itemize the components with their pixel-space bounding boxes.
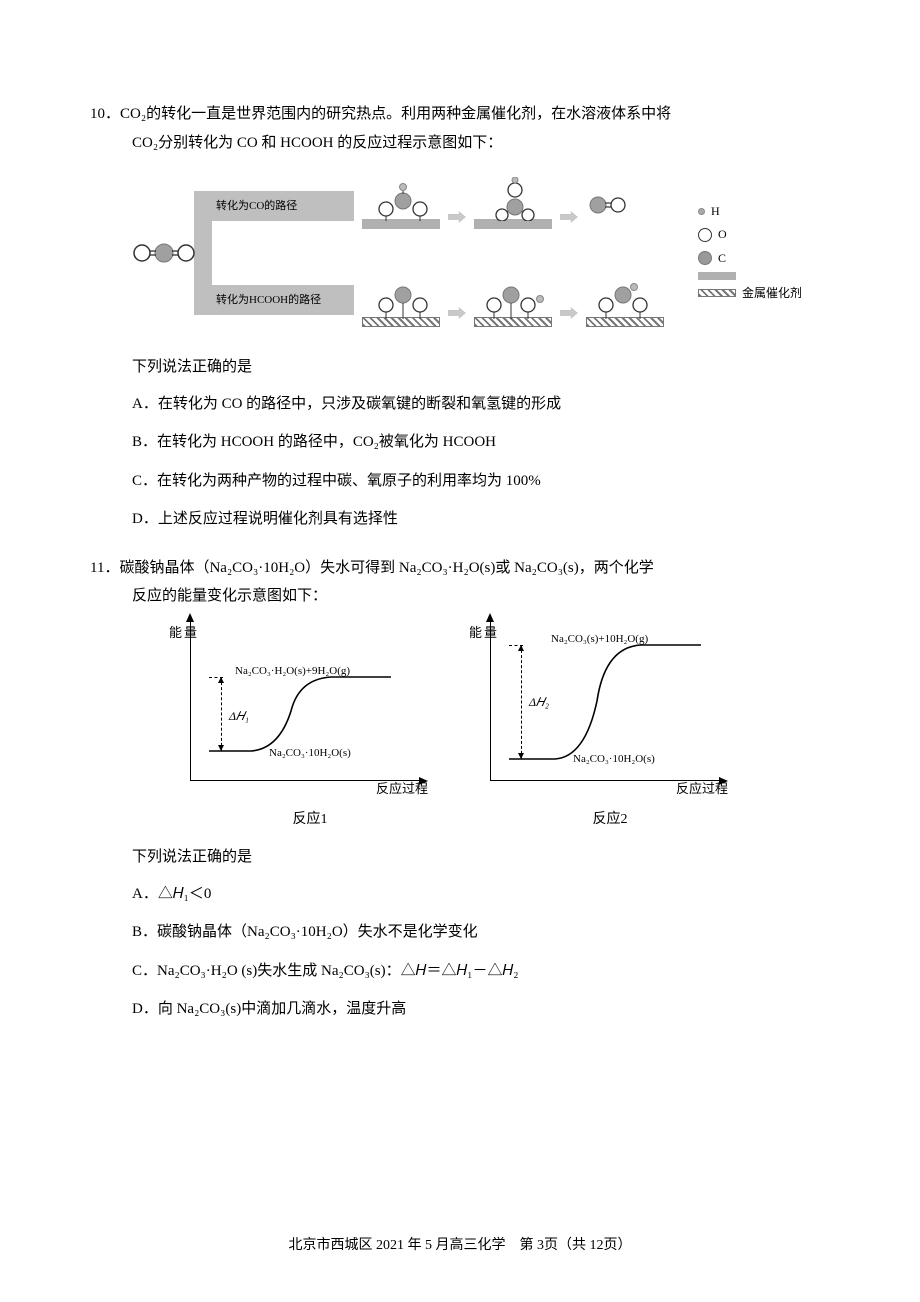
q11-stem: 11．碳酸钠晶体（Na₂CO₃·10H₂O）失水可得到 Na₂CO₃·H₂O(s… — [90, 554, 830, 583]
question-10: 10．CO₂的转化一直是世界范围内的研究热点。利用两种金属催化剂，在水溶液体系中… — [90, 100, 830, 534]
page-footer: 北京市西城区 2021 年 5 月高三化学 第 3页（共 12页） — [0, 1233, 920, 1260]
q11-stem-line2: 反应的能量变化示意图如下： — [90, 582, 830, 611]
option-d: D．上述反应过程说明催化剂具有选择性 — [132, 505, 830, 534]
legend: H O C 金属催化剂 — [698, 201, 802, 307]
plot-1: 能量 反应过程 Δ𝐻₁ Na₂CO₃·H₂O(s)+9H₂O(g) Na₂CO₃… — [190, 621, 430, 834]
q-number: 10． — [90, 106, 120, 122]
plot-2: 能量 反应过程 Δ𝐻₂ Na₂CO₃(s)+10H₂O(g) Na₂CO₃·10… — [490, 621, 730, 834]
q11-options: A．△𝐻₁＜0 B．碳酸钠晶体（Na₂CO₃·10H₂O）失水不是化学变化 C．… — [90, 880, 830, 1024]
question-11: 11．碳酸钠晶体（Na₂CO₃·10H₂O）失水可得到 Na₂CO₃·H₂O(s… — [90, 554, 830, 1024]
stage-top-2 — [480, 177, 550, 221]
q10-prompt: 下列说法正确的是 — [90, 353, 830, 382]
option-c: C．在转化为两种产物的过程中碳、氧原子的利用率均为 100% — [132, 467, 830, 496]
option-c: C．Na₂CO₃·H₂O (s)失水生成 Na₂CO₃(s)：△𝐻＝△𝐻₁－△𝐻… — [132, 957, 830, 986]
option-b: B．在转化为 HCOOH 的路径中，CO₂被氧化为 HCOOH — [132, 428, 830, 457]
stage-top-1 — [368, 179, 438, 221]
co-product — [586, 193, 632, 217]
stage-bot-1 — [368, 273, 438, 319]
energy-diagrams: 能量 反应过程 Δ𝐻₁ Na₂CO₃·H₂O(s)+9H₂O(g) Na₂CO₃… — [190, 621, 830, 834]
plot2-caption: 反应2 — [490, 807, 730, 834]
q10-stem: 10．CO₂的转化一直是世界范围内的研究热点。利用两种金属催化剂，在水溶液体系中… — [90, 100, 830, 129]
stage-bot-2 — [478, 273, 554, 319]
xlabel: 反应过程 — [676, 777, 728, 802]
stage-bot-3 — [590, 273, 666, 319]
q-number: 11． — [90, 560, 119, 576]
path-top-label: 转化为CO的路径 — [210, 191, 354, 221]
q10-options: A．在转化为 CO 的路径中，只涉及碳氧键的断裂和氧氢键的形成 B．在转化为 H… — [90, 390, 830, 534]
option-d: D．向 Na₂CO₃(s)中滴加几滴水，温度升高 — [132, 995, 830, 1024]
reaction-diagram: 转化为CO的路径 转化为HCOOH的路径 — [132, 169, 792, 339]
option-a: A．△𝐻₁＜0 — [132, 880, 830, 909]
plot1-caption: 反应1 — [190, 807, 430, 834]
option-a: A．在转化为 CO 的路径中，只涉及碳氧键的断裂和氧氢键的形成 — [132, 390, 830, 419]
option-b: B．碳酸钠晶体（Na₂CO₃·10H₂O）失水不是化学变化 — [132, 918, 830, 947]
q11-prompt: 下列说法正确的是 — [90, 843, 830, 872]
q10-stem-line2: CO₂分别转化为 CO 和 HCOOH 的反应过程示意图如下： — [90, 129, 830, 158]
path-bot-label: 转化为HCOOH的路径 — [210, 285, 354, 315]
co2-molecule — [132, 241, 196, 265]
xlabel: 反应过程 — [376, 777, 428, 802]
